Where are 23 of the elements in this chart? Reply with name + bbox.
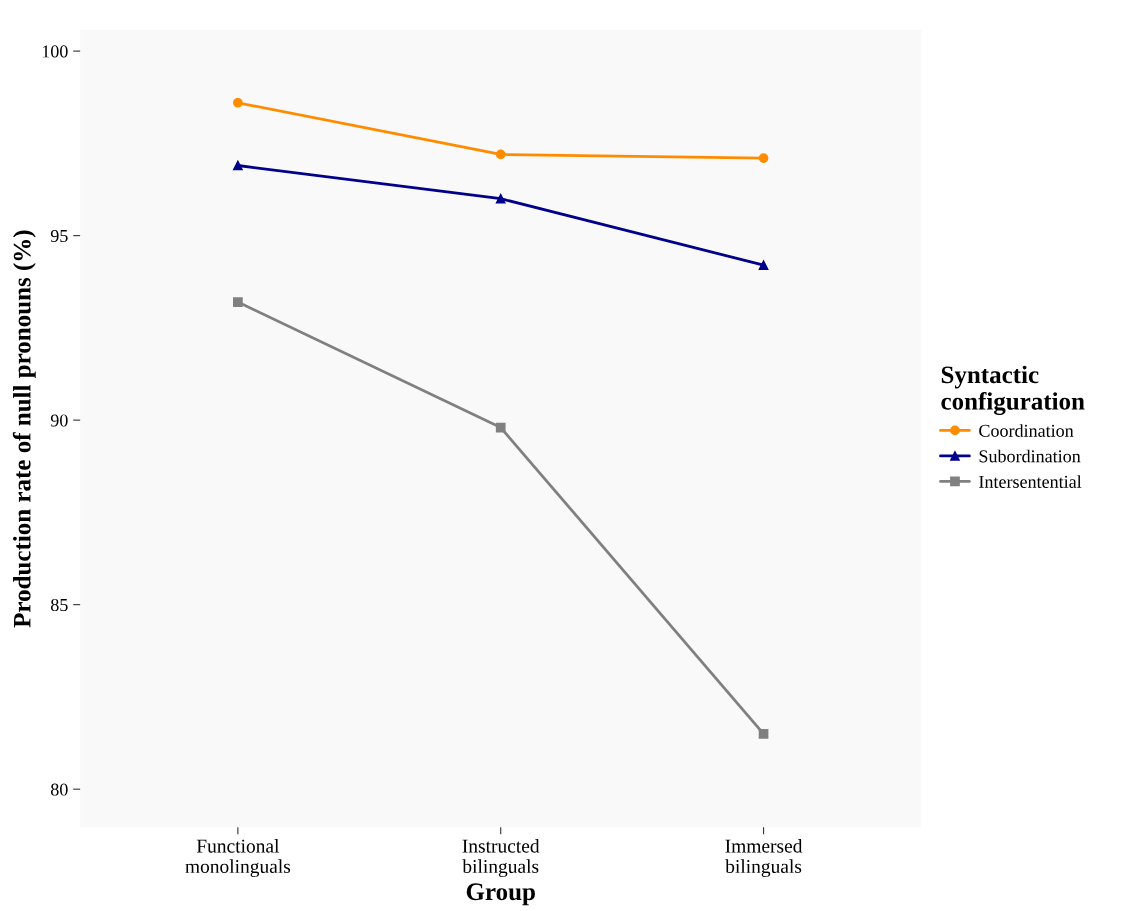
- point: [758, 260, 769, 271]
- y-tick-label: 100: [42, 45, 68, 58]
- point: [495, 149, 506, 160]
- y-tick-label: 85: [50, 598, 68, 612]
- point: [233, 160, 243, 171]
- point: [233, 297, 243, 307]
- point: [758, 728, 769, 739]
- y-tick-label: 80: [50, 783, 68, 796]
- point: [495, 193, 506, 204]
- x-axis-title: Group: [466, 883, 535, 906]
- point: [758, 153, 769, 163]
- x-tick-label: Instructed bilinguals: [462, 838, 540, 878]
- y-tick-label: 95: [50, 229, 68, 243]
- point: [495, 422, 506, 433]
- legend-label: Coordination: [979, 424, 1074, 437]
- legend-label: Intersentential: [979, 475, 1082, 488]
- y-axis-title: Production rate of null pronouns (%): [12, 230, 36, 628]
- y-tick-label: 90: [50, 414, 68, 427]
- x-tick-label: Immersed bilinguals: [725, 838, 803, 878]
- legend-label: Subordination: [979, 449, 1081, 463]
- point: [233, 97, 243, 108]
- legend-title: Syntactic configuration: [941, 365, 1085, 416]
- x-tick-label: Functional monolinguals: [185, 838, 291, 878]
